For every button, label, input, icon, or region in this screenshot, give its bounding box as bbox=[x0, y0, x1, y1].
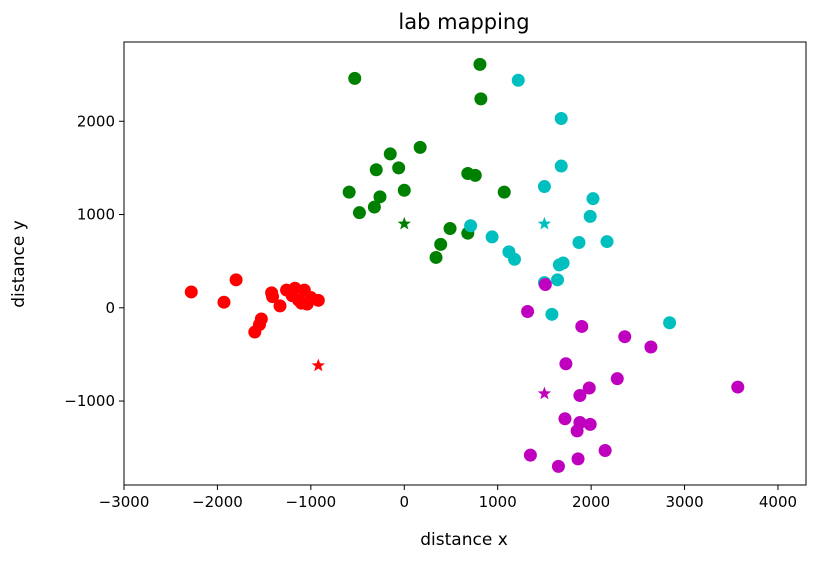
data-point bbox=[369, 163, 383, 177]
x-tick-label: 3000 bbox=[665, 493, 703, 511]
data-point bbox=[523, 448, 537, 462]
data-point bbox=[184, 285, 198, 299]
data-point bbox=[558, 412, 572, 426]
data-point bbox=[610, 372, 624, 386]
data-point bbox=[342, 185, 356, 199]
axis-ticks: −3000 −2000 −1000 0 1000 2000 3000 4000 −1000 0 10… bbox=[64, 112, 797, 511]
x-axis-label: distance x bbox=[420, 530, 508, 550]
centroid-star bbox=[397, 216, 411, 230]
data-point bbox=[559, 357, 573, 371]
data-point bbox=[434, 237, 448, 251]
data-point bbox=[550, 273, 564, 287]
data-point bbox=[254, 312, 268, 326]
data-point bbox=[586, 192, 600, 206]
y-tick-label: −1000 bbox=[64, 392, 115, 410]
data-point bbox=[367, 200, 381, 214]
data-point bbox=[511, 73, 525, 87]
data-point bbox=[572, 236, 586, 250]
data-point bbox=[508, 252, 522, 266]
data-point bbox=[552, 258, 566, 272]
data-point bbox=[575, 319, 589, 333]
data-point bbox=[554, 111, 568, 125]
series-3 bbox=[521, 277, 745, 473]
data-point bbox=[521, 305, 535, 319]
data-point bbox=[600, 235, 614, 249]
data-point bbox=[348, 71, 362, 85]
data-point bbox=[538, 277, 552, 291]
data-point bbox=[644, 340, 658, 354]
data-point bbox=[545, 307, 559, 321]
data-point bbox=[582, 381, 596, 395]
data-point bbox=[217, 295, 231, 309]
data-point bbox=[392, 161, 406, 175]
x-tick-label: 0 bbox=[400, 493, 410, 511]
data-point bbox=[468, 168, 482, 182]
data-point bbox=[273, 299, 287, 313]
data-point bbox=[583, 417, 597, 431]
data-point bbox=[537, 180, 551, 194]
data-point bbox=[429, 250, 443, 264]
centroid-star bbox=[311, 358, 325, 372]
data-point bbox=[229, 273, 243, 287]
data-point bbox=[373, 190, 387, 204]
x-tick-label: 1000 bbox=[479, 493, 517, 511]
data-point bbox=[266, 290, 280, 304]
data-point bbox=[473, 57, 487, 71]
data-point bbox=[573, 388, 587, 402]
centroid-star bbox=[537, 386, 552, 400]
y-tick-label: 0 bbox=[105, 299, 115, 317]
data-point bbox=[570, 424, 584, 438]
data-point bbox=[551, 459, 565, 473]
x-tick-label: −1000 bbox=[285, 493, 336, 511]
y-axis-label: distance y bbox=[9, 220, 29, 308]
y-tick-label: 1000 bbox=[77, 206, 115, 224]
data-point bbox=[663, 316, 677, 330]
data-point bbox=[383, 147, 397, 161]
data-point bbox=[598, 443, 612, 457]
x-tick-label: 2000 bbox=[572, 493, 610, 511]
data-point bbox=[497, 185, 511, 199]
data-point bbox=[311, 293, 325, 307]
data-point bbox=[397, 183, 411, 197]
data-point bbox=[583, 209, 597, 223]
data-point bbox=[352, 206, 366, 220]
data-point bbox=[464, 219, 478, 233]
data-point bbox=[731, 380, 745, 394]
series-1 bbox=[342, 57, 511, 264]
centroid-star bbox=[537, 216, 552, 230]
data-point bbox=[443, 222, 457, 236]
y-tick-label: 2000 bbox=[77, 112, 115, 130]
data-point bbox=[554, 159, 568, 173]
series-0 bbox=[184, 273, 325, 372]
data-point bbox=[618, 330, 632, 344]
x-tick-label: −3000 bbox=[99, 493, 150, 511]
series-2 bbox=[464, 73, 677, 330]
x-tick-label: 4000 bbox=[759, 493, 797, 511]
data-point bbox=[571, 452, 585, 466]
data-point bbox=[485, 230, 499, 244]
data-point bbox=[413, 140, 427, 154]
x-tick-label: −2000 bbox=[192, 493, 243, 511]
plot-frame bbox=[123, 41, 807, 486]
plot-marks bbox=[184, 57, 745, 473]
data-point bbox=[474, 92, 488, 106]
chart-title: lab mapping bbox=[398, 10, 529, 34]
